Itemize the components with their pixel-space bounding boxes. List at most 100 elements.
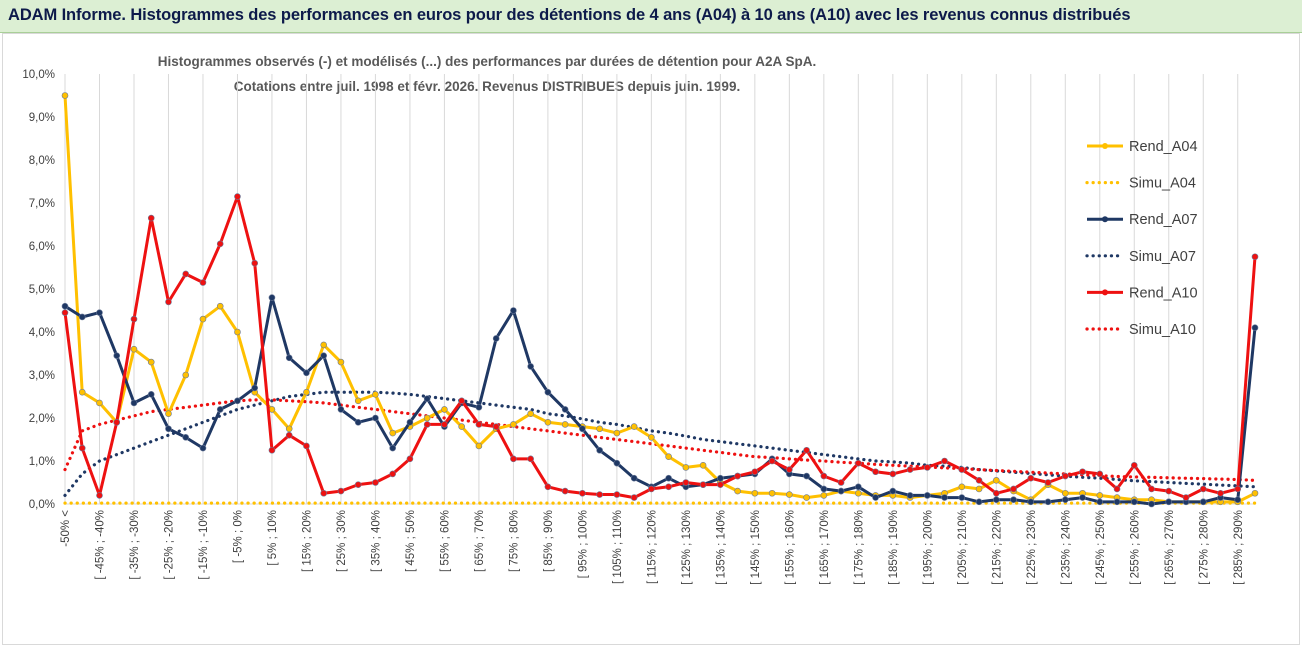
data-point xyxy=(216,240,224,248)
data-point xyxy=(441,421,448,428)
data-point xyxy=(320,341,327,349)
data-point xyxy=(234,397,241,405)
data-point xyxy=(96,492,103,499)
data-point xyxy=(251,259,259,267)
y-tick-label: 9,0% xyxy=(29,112,55,124)
series-line xyxy=(63,398,1257,482)
data-point xyxy=(337,406,345,413)
data-point xyxy=(579,489,586,497)
data-point xyxy=(78,313,86,321)
x-tick-label: [ 75% ; 80% xyxy=(508,510,520,572)
data-point xyxy=(406,418,414,426)
data-point xyxy=(889,487,897,495)
data-point xyxy=(458,397,465,405)
data-point xyxy=(751,468,759,476)
data-point xyxy=(1251,253,1259,261)
data-point xyxy=(165,410,172,418)
data-point xyxy=(717,474,724,482)
x-tick-label: [ 95% ; 100% xyxy=(577,510,589,578)
data-point xyxy=(820,492,828,499)
data-point xyxy=(61,92,69,99)
data-point xyxy=(475,442,483,450)
chart-title-line-1: Histogrammes observés (-) et modélisés (… xyxy=(158,54,816,69)
data-point xyxy=(630,423,638,430)
y-tick-label: 5,0% xyxy=(29,284,55,296)
data-point xyxy=(855,483,862,491)
data-point xyxy=(130,345,138,353)
y-tick-label: 2,0% xyxy=(29,413,55,425)
series-simu-a07 xyxy=(63,390,1257,497)
data-point xyxy=(1251,324,1259,332)
data-point xyxy=(492,423,500,430)
legend: Rend_A04 Simu_A04 Rend_A07 Simu_A07 Rend_A10… xyxy=(1085,139,1198,338)
data-point xyxy=(648,485,655,493)
data-point xyxy=(268,446,276,454)
data-point xyxy=(958,494,966,501)
data-point xyxy=(682,464,690,471)
data-point xyxy=(1027,498,1035,506)
data-point xyxy=(147,391,155,398)
x-axis-ticks: -50% < [ -45% ; -40% [ -35% ; -30% [ -25% ;… xyxy=(60,510,1245,585)
data-point xyxy=(1113,498,1121,506)
data-point xyxy=(96,309,103,316)
data-point xyxy=(786,491,793,498)
legend-label: Simu_A07 xyxy=(1129,249,1196,265)
data-point xyxy=(561,421,569,428)
legend-label: Rend_A10 xyxy=(1129,285,1198,301)
x-tick-label: [ 255% ; 260% xyxy=(1129,510,1141,585)
legend-label: Simu_A10 xyxy=(1129,322,1196,338)
chart-frame: Histogrammes observés (-) et modélisés (… xyxy=(2,33,1300,645)
data-point xyxy=(613,491,621,498)
series-line xyxy=(63,390,1257,497)
data-point xyxy=(1079,468,1086,476)
data-point xyxy=(682,479,690,486)
data-point xyxy=(993,489,1000,497)
x-tick-label: -50% < xyxy=(60,510,72,547)
data-point xyxy=(993,477,1000,484)
data-point xyxy=(1096,492,1104,499)
y-tick-label: 1,0% xyxy=(29,456,55,468)
data-point xyxy=(630,474,638,482)
data-point xyxy=(975,485,983,493)
data-point xyxy=(147,358,155,366)
x-tick-label: [ 155% ; 160% xyxy=(784,510,796,585)
data-point xyxy=(199,444,207,452)
y-tick-label: 7,0% xyxy=(29,198,55,210)
data-point xyxy=(423,414,431,422)
data-point xyxy=(889,470,897,478)
data-point xyxy=(613,429,621,437)
data-point xyxy=(975,498,983,506)
data-point xyxy=(665,453,672,461)
series-line xyxy=(63,95,1256,504)
report-title: ADAM Informe. Histogrammes des performan… xyxy=(8,6,1131,24)
series-simu-a10 xyxy=(63,398,1257,482)
data-point xyxy=(1148,485,1155,493)
x-tick-label: [ 265% ; 270% xyxy=(1164,510,1176,585)
data-point xyxy=(596,446,603,454)
x-tick-label: [ 25% ; 30% xyxy=(336,510,348,572)
x-tick-label: [ 5% ; 10% xyxy=(267,510,279,566)
data-point xyxy=(441,406,448,413)
data-point xyxy=(1165,498,1173,506)
data-point xyxy=(285,425,293,433)
data-point xyxy=(768,489,776,497)
legend-label: Rend_A04 xyxy=(1129,139,1198,155)
data-point xyxy=(1199,485,1207,493)
data-point xyxy=(510,455,517,463)
data-point xyxy=(648,434,655,441)
legend-item: Rend_A07 xyxy=(1087,212,1198,228)
data-point xyxy=(406,455,414,463)
x-tick-label: [ 275% ; 280% xyxy=(1198,510,1210,585)
x-tick-label: [ 105% ; 110% xyxy=(612,510,624,584)
data-point xyxy=(130,399,138,407)
x-tick-label: [ -15% ; -10% xyxy=(198,510,210,580)
data-point xyxy=(61,309,69,316)
data-point xyxy=(1010,496,1017,504)
data-point xyxy=(285,354,293,362)
legend-label: Rend_A07 xyxy=(1129,212,1198,228)
x-tick-label: [ 175% ; 180% xyxy=(853,510,865,585)
data-point xyxy=(182,434,190,441)
chart-title-line-2: Cotations entre juil. 1998 et févr. 2026… xyxy=(234,79,740,94)
legend-marker xyxy=(1102,216,1108,223)
legend-marker xyxy=(1102,143,1108,149)
